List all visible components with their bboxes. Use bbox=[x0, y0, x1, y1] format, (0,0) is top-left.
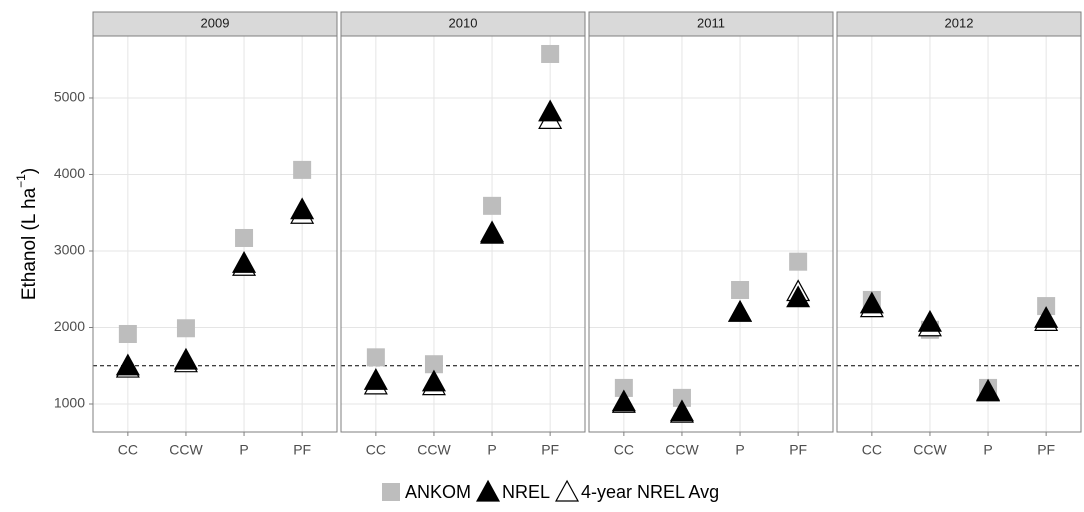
y-axis-title-end: ) bbox=[19, 168, 40, 174]
facet-title: 2011 bbox=[697, 15, 725, 30]
x-tick-label: CC bbox=[614, 442, 634, 458]
legend-label: ANKOM bbox=[405, 482, 471, 502]
point bbox=[232, 250, 257, 273]
point bbox=[483, 196, 502, 215]
facet-title: 2010 bbox=[449, 15, 478, 30]
point bbox=[538, 99, 563, 122]
point bbox=[421, 369, 446, 392]
panel-border bbox=[92, 35, 338, 433]
legend-key bbox=[382, 483, 400, 501]
x-tick-label: PF bbox=[541, 442, 559, 458]
y-tick-label: 3000 bbox=[54, 242, 85, 258]
point bbox=[859, 291, 884, 314]
x-tick-label: CCW bbox=[665, 442, 699, 458]
point bbox=[176, 319, 195, 338]
point bbox=[614, 378, 633, 397]
x-tick-label: CCW bbox=[913, 442, 947, 458]
x-tick-label: PF bbox=[1037, 442, 1055, 458]
point bbox=[173, 347, 198, 370]
legend-label: 4-year NREL Avg bbox=[581, 482, 719, 502]
point bbox=[293, 160, 312, 179]
y-tick-label: 2000 bbox=[54, 318, 85, 334]
point bbox=[424, 355, 443, 374]
point bbox=[366, 348, 385, 367]
point bbox=[917, 309, 942, 332]
facet-title: 2009 bbox=[201, 15, 230, 30]
x-tick-label: CC bbox=[118, 442, 138, 458]
panel bbox=[837, 36, 1081, 432]
panel-border bbox=[588, 35, 834, 433]
legend-key bbox=[555, 479, 580, 502]
point bbox=[541, 44, 560, 63]
y-tick-label: 5000 bbox=[54, 89, 85, 105]
point bbox=[789, 252, 808, 271]
legend-key bbox=[476, 479, 501, 502]
point bbox=[672, 388, 691, 407]
x-tick-label: PF bbox=[293, 442, 311, 458]
point bbox=[728, 299, 753, 322]
y-axis-title-sup: −1 bbox=[14, 174, 28, 188]
panel bbox=[589, 36, 833, 432]
y-tick-label: 4000 bbox=[54, 165, 85, 181]
x-tick-label: PF bbox=[789, 442, 807, 458]
legend-label: NREL bbox=[502, 482, 550, 502]
strip bbox=[836, 11, 1082, 37]
point bbox=[235, 228, 254, 247]
point bbox=[786, 285, 811, 308]
x-tick-label: P bbox=[487, 442, 496, 458]
x-tick-label: P bbox=[983, 442, 992, 458]
strip bbox=[92, 11, 338, 37]
y-tick-label: 1000 bbox=[54, 395, 85, 411]
point bbox=[363, 368, 388, 390]
x-tick-label: CCW bbox=[417, 442, 451, 458]
x-tick-label: CC bbox=[366, 442, 386, 458]
x-tick-label: P bbox=[735, 442, 744, 458]
point bbox=[290, 197, 315, 220]
panel-border bbox=[340, 35, 586, 433]
x-tick-label: P bbox=[239, 442, 248, 458]
panel-border bbox=[836, 35, 1082, 433]
point bbox=[731, 281, 750, 300]
point bbox=[976, 379, 1001, 402]
point bbox=[1034, 306, 1059, 328]
point bbox=[669, 399, 694, 422]
point bbox=[480, 221, 505, 244]
strip bbox=[340, 11, 586, 37]
facet-title: 2012 bbox=[945, 15, 974, 30]
x-tick-label: CCW bbox=[169, 442, 203, 458]
point bbox=[118, 324, 137, 343]
y-axis-title-text: Ethanol (L ha bbox=[19, 187, 40, 300]
point bbox=[611, 389, 636, 412]
point bbox=[115, 353, 140, 376]
x-tick-label: CC bbox=[862, 442, 882, 458]
y-axis-title: Ethanol (L ha−1) bbox=[14, 168, 40, 300]
